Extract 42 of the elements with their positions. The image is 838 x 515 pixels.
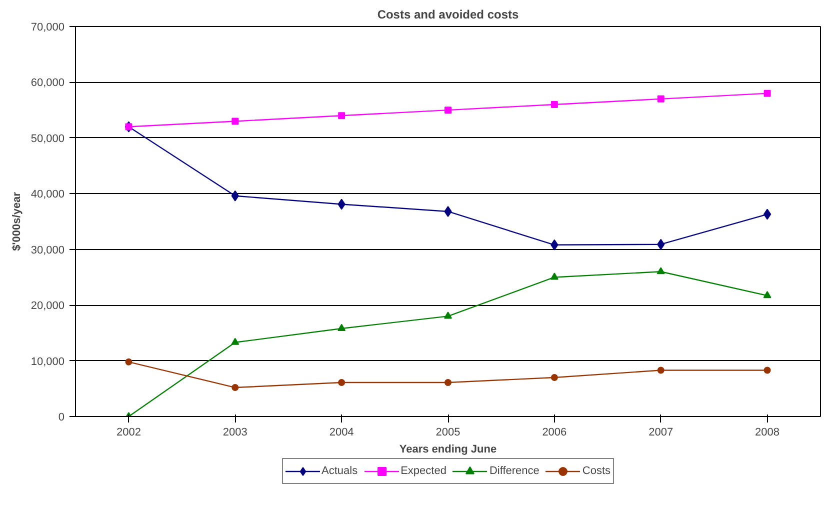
x-tick-label: 2004 (329, 426, 354, 438)
chart-title: Costs and avoided costs (377, 8, 520, 22)
legend-label: Expected (400, 465, 446, 477)
point (656, 267, 665, 274)
point (444, 312, 452, 319)
x-axis-title: Years ending June (399, 444, 497, 456)
y-tick-label: 60,000 (30, 77, 65, 90)
y-tick-label: 70,000 (30, 22, 65, 34)
y-tick-label: 10,000 (30, 356, 65, 368)
point (338, 112, 346, 120)
legend-label: Costs (582, 465, 611, 477)
point (338, 379, 346, 386)
x-tick-label: 2003 (222, 426, 248, 438)
point (550, 272, 558, 280)
legend-label: Actuals (321, 465, 358, 477)
legend-label: Difference (489, 465, 540, 477)
y-tick-label: 0 (58, 412, 65, 424)
x-tick-label: 2002 (116, 426, 141, 438)
point (232, 118, 239, 125)
point (444, 106, 452, 114)
x-tick-label: 2008 (755, 426, 780, 438)
point (763, 208, 772, 220)
x-tick-label: 2005 (436, 426, 460, 438)
x-tick-label: 2007 (648, 426, 674, 438)
point (657, 366, 664, 374)
point (550, 374, 558, 381)
point (231, 338, 240, 345)
y-tick-label: 50,000 (30, 132, 65, 145)
point (125, 358, 132, 366)
point (232, 384, 239, 392)
point (550, 101, 558, 108)
y-axis-title: $'000s/year (10, 191, 23, 251)
y-tick-label: 30,000 (30, 244, 65, 256)
point (657, 95, 664, 102)
point (338, 324, 346, 331)
y-tick-label: 20,000 (30, 300, 65, 312)
point (764, 90, 771, 97)
point (763, 291, 772, 298)
y-tick-label: 40,000 (30, 188, 65, 201)
point (444, 379, 452, 386)
x-tick-label: 2006 (542, 426, 567, 438)
point (764, 366, 771, 374)
